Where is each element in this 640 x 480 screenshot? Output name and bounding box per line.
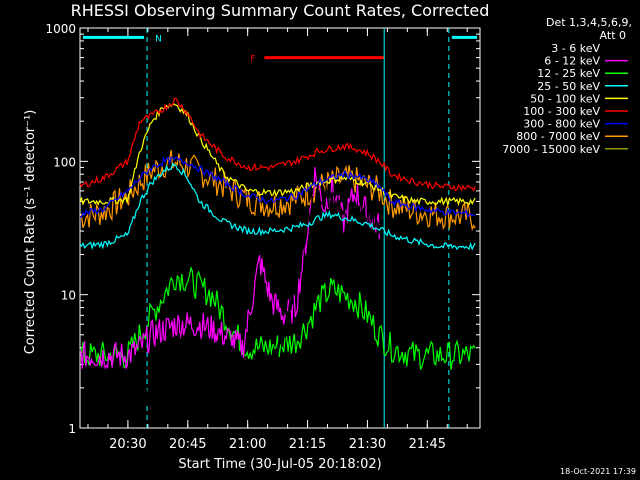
x-tick-label: 20:30 [109, 437, 146, 452]
series-group [79, 97, 476, 415]
x-tick-label: 21:45 [409, 437, 446, 452]
legend-header-2: Att 0 [600, 29, 626, 42]
y-axis-label: Corrected Count Rate (s⁻¹ detector⁻¹) [23, 110, 38, 355]
timestamp-footer: 18-Oct-2021 17:39 [560, 467, 636, 476]
legend-header-1: Det 1,3,4,5,6,9, [546, 16, 632, 29]
y-tick-label: 10 [61, 289, 76, 303]
series-line-7 [79, 149, 476, 232]
y-tick-label: 1000 [45, 22, 76, 36]
y-tick-label: 100 [53, 155, 76, 169]
legend-label-0: 3 - 6 keV [551, 42, 600, 55]
y-axis: 1 10 100 1000 [45, 22, 480, 436]
x-tick-label: 21:30 [349, 437, 386, 452]
flare-label: F [250, 55, 255, 65]
y-tick-label: 1 [68, 422, 76, 436]
legend-label-7: 800 - 7000 keV [516, 130, 600, 143]
legend-label-8: 7000 - 15000 keV [502, 143, 600, 156]
series-line-0 [139, 180, 380, 415]
plot-border [79, 27, 481, 429]
x-tick-label: 20:45 [169, 437, 206, 452]
legend-label-3: 25 - 50 keV [537, 80, 600, 93]
series-line-5 [79, 97, 476, 192]
legend-label-5: 100 - 300 keV [523, 105, 600, 118]
series-line-3 [79, 161, 476, 251]
series-line-4 [79, 102, 476, 207]
x-axis: 20:30 20:45 21:00 21:15 21:30 21:45 [87, 28, 468, 452]
legend-label-6: 300 - 800 keV [523, 118, 600, 131]
x-tick-label: 21:15 [289, 437, 326, 452]
night-label: N [155, 34, 162, 44]
series-line-6 [79, 156, 476, 219]
legend-label-1: 6 - 12 keV [544, 55, 600, 68]
plot-frame [79, 27, 481, 429]
legend-label-4: 50 - 100 keV [530, 92, 600, 105]
x-axis-label: Start Time (30-Jul-05 20:18:02) [178, 457, 381, 472]
legend-label-2: 12 - 25 keV [537, 67, 600, 80]
overlays: NF [83, 28, 477, 428]
chart-title: RHESSI Observing Summary Count Rates, Co… [71, 1, 490, 20]
x-tick-label: 21:00 [229, 437, 266, 452]
